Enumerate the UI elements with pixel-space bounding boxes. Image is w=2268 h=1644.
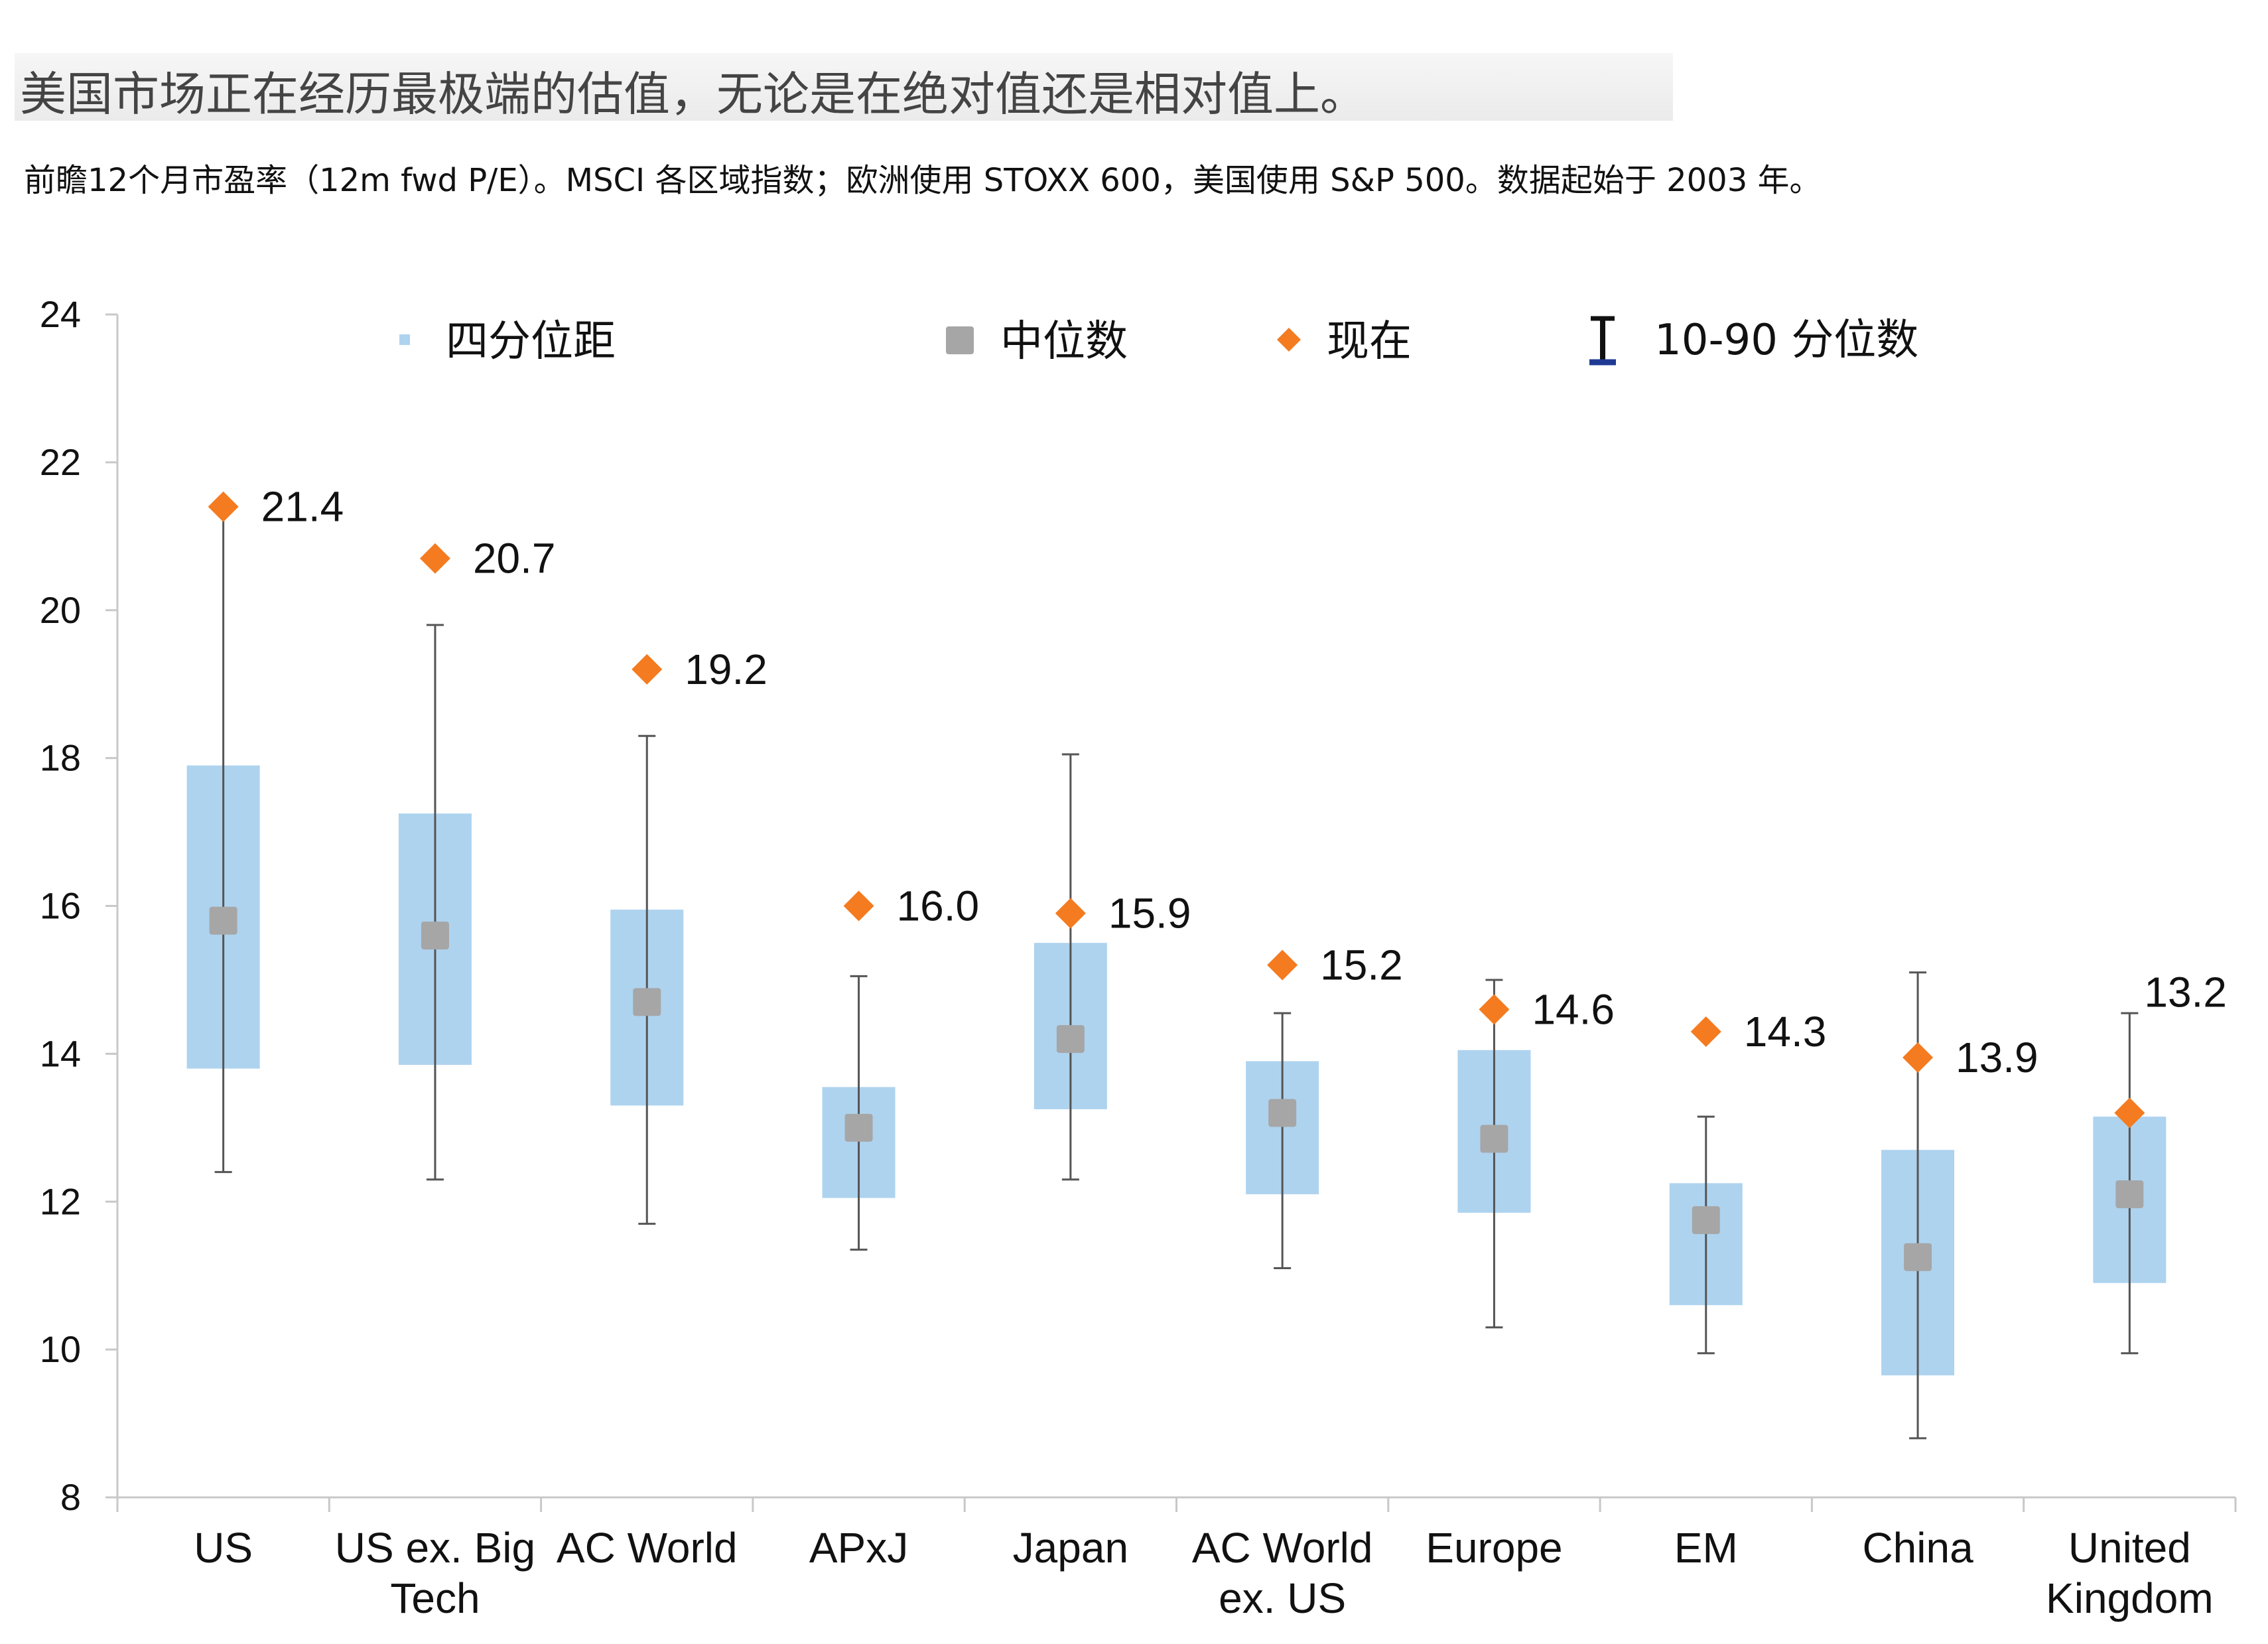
current-value-label: 19.2: [685, 646, 767, 693]
current-marker: [1479, 994, 1510, 1025]
legend-range-label: 10-90 分位数: [1654, 316, 1918, 365]
axes: 24 22 20 18 16 14 12 10 8: [40, 293, 2237, 1518]
category-group: 13.9 China: [1862, 971, 2038, 1572]
category-group: 14.3 EM: [1669, 1008, 1827, 1572]
current-marker: [208, 491, 239, 522]
x-category-label: United: [2068, 1524, 2191, 1572]
category-group: 15.9 Japan: [1013, 753, 1191, 1572]
y-tick-label: 20: [40, 589, 81, 631]
y-tick-label: 22: [40, 441, 81, 483]
current-marker: [1902, 1042, 1934, 1073]
median-marker: [209, 906, 237, 935]
x-category-label: Japan: [1013, 1524, 1128, 1572]
current-marker: [632, 653, 663, 685]
current-value-label: 21.4: [261, 483, 344, 531]
median-marker: [1480, 1125, 1508, 1153]
current-marker: [419, 543, 450, 574]
current-marker: [1690, 1016, 1721, 1047]
median-marker: [421, 922, 449, 950]
current-marker: [1267, 949, 1298, 981]
category-group: 14.6 Europe: [1426, 979, 1615, 1572]
x-category-label: Tech: [390, 1574, 480, 1622]
y-tick-label: 12: [40, 1180, 81, 1222]
y-tick-label: 24: [40, 293, 81, 335]
median-marker: [633, 988, 661, 1016]
legend-current-swatch: [1277, 328, 1301, 352]
x-category-label: US: [194, 1524, 253, 1572]
page-title: 美国市场正在经历最极端的估值，无论是在绝对值还是相对值上。: [20, 67, 1367, 121]
median-marker: [1056, 1025, 1085, 1054]
category-group: 19.2 AC World: [557, 646, 767, 1572]
current-value-label: 20.7: [473, 535, 556, 582]
legend: 四分位距 中位数 现在 10-90 分位数: [399, 316, 1918, 366]
x-category-label: AC World: [1192, 1524, 1373, 1572]
y-tick-label: 8: [60, 1476, 81, 1518]
category-group: 16.0 APxJ: [809, 882, 979, 1572]
current-value-label: 13.2: [2144, 969, 2227, 1016]
current-value-label: 15.9: [1108, 890, 1191, 937]
legend-iqr-swatch: [399, 334, 410, 345]
legend-current-label: 现在: [1327, 317, 1412, 366]
current-value-label: 13.9: [1956, 1034, 2038, 1081]
x-category-label: ex. US: [1219, 1574, 1346, 1622]
x-category-label: EM: [1674, 1524, 1738, 1572]
median-marker: [1268, 1099, 1297, 1127]
legend-median-swatch: [946, 326, 974, 354]
x-category-label: Kingdom: [2046, 1574, 2214, 1622]
y-tick-label: 18: [40, 737, 81, 779]
y-tick-label: 10: [40, 1328, 81, 1370]
current-marker: [843, 890, 874, 922]
x-category-label: Europe: [1426, 1524, 1562, 1572]
x-category-label: China: [1862, 1524, 1973, 1572]
current-value-label: 16.0: [897, 882, 980, 930]
x-category-label: APxJ: [809, 1524, 908, 1572]
current-marker: [1055, 898, 1086, 929]
title-banner: [15, 53, 1673, 121]
median-marker: [1692, 1206, 1720, 1235]
current-value-label: 14.6: [1532, 986, 1615, 1034]
x-category-label: AC World: [557, 1524, 738, 1572]
chart-subtitle: 前瞻12个月市盈率（12m fwd P/E）。MSCI 各区域指数；欧洲使用 S…: [24, 162, 1822, 199]
median-marker: [2115, 1180, 2144, 1209]
category-group: 21.4 US: [186, 483, 344, 1572]
current-value-label: 14.3: [1744, 1008, 1827, 1056]
y-tick-label: 16: [40, 885, 81, 927]
current-value-label: 15.2: [1320, 941, 1403, 989]
legend-median-label: 中位数: [1000, 317, 1128, 366]
x-category-label: US ex. Big: [335, 1524, 535, 1572]
median-marker: [844, 1113, 873, 1142]
median-marker: [1904, 1243, 1932, 1271]
legend-iqr-label: 四分位距: [446, 317, 616, 366]
y-tick-label: 14: [40, 1032, 81, 1074]
current-marker: [2114, 1097, 2145, 1129]
